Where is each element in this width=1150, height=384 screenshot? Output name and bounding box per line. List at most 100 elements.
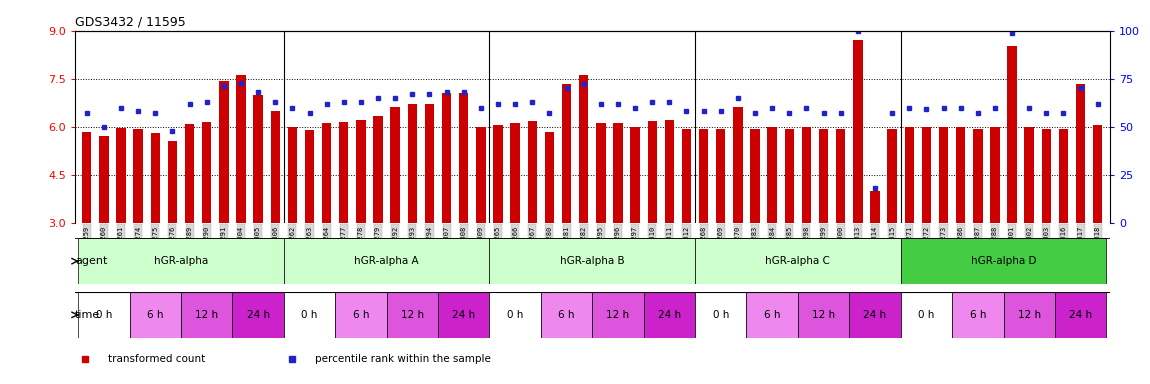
- Bar: [511, 123, 520, 223]
- Bar: [613, 123, 622, 223]
- Bar: [168, 141, 177, 223]
- Bar: [284, 292, 335, 338]
- Text: 6 h: 6 h: [353, 310, 369, 320]
- Bar: [438, 292, 490, 338]
- Text: 12 h: 12 h: [812, 310, 835, 320]
- Bar: [1025, 127, 1034, 223]
- Bar: [151, 133, 160, 223]
- Bar: [1004, 292, 1055, 338]
- Bar: [647, 121, 657, 223]
- Bar: [716, 129, 726, 223]
- Bar: [853, 40, 862, 223]
- Bar: [695, 292, 746, 338]
- Text: 12 h: 12 h: [400, 310, 424, 320]
- Bar: [750, 129, 760, 223]
- Text: hGR-alpha B: hGR-alpha B: [560, 256, 624, 266]
- Text: time: time: [75, 310, 100, 320]
- Bar: [819, 129, 828, 223]
- Bar: [990, 127, 999, 223]
- Bar: [900, 292, 952, 338]
- Text: hGR-alpha A: hGR-alpha A: [354, 256, 419, 266]
- Bar: [442, 93, 451, 223]
- Text: 12 h: 12 h: [606, 310, 629, 320]
- Text: 6 h: 6 h: [764, 310, 781, 320]
- Text: 24 h: 24 h: [658, 310, 681, 320]
- Bar: [802, 127, 811, 223]
- Bar: [1059, 129, 1068, 223]
- Bar: [952, 292, 1004, 338]
- Bar: [407, 104, 417, 223]
- Bar: [476, 127, 485, 223]
- Bar: [836, 129, 845, 223]
- Bar: [956, 127, 965, 223]
- Bar: [232, 292, 284, 338]
- Bar: [562, 84, 572, 223]
- Bar: [1076, 84, 1086, 223]
- Bar: [116, 128, 125, 223]
- Text: 0 h: 0 h: [507, 310, 523, 320]
- Text: 0 h: 0 h: [301, 310, 317, 320]
- Bar: [253, 95, 263, 223]
- Bar: [391, 107, 400, 223]
- Bar: [356, 120, 366, 223]
- Text: percentile rank within the sample: percentile rank within the sample: [315, 354, 491, 364]
- Bar: [798, 292, 850, 338]
- Bar: [973, 129, 982, 223]
- Bar: [592, 292, 644, 338]
- Bar: [181, 292, 232, 338]
- Text: 24 h: 24 h: [246, 310, 269, 320]
- Bar: [490, 292, 540, 338]
- Bar: [784, 129, 794, 223]
- Text: 0 h: 0 h: [918, 310, 935, 320]
- Bar: [322, 123, 331, 223]
- Text: 24 h: 24 h: [1070, 310, 1092, 320]
- Bar: [133, 129, 143, 223]
- Bar: [78, 292, 130, 338]
- Text: 0 h: 0 h: [713, 310, 729, 320]
- Bar: [78, 238, 284, 284]
- Bar: [374, 116, 383, 223]
- Bar: [888, 129, 897, 223]
- Bar: [270, 111, 279, 223]
- Bar: [1092, 125, 1103, 223]
- Bar: [746, 292, 798, 338]
- Bar: [578, 75, 589, 223]
- Bar: [545, 132, 554, 223]
- Text: 24 h: 24 h: [452, 310, 475, 320]
- Text: agent: agent: [75, 256, 107, 266]
- Text: 12 h: 12 h: [1018, 310, 1041, 320]
- Text: 24 h: 24 h: [864, 310, 887, 320]
- Text: hGR-alpha D: hGR-alpha D: [971, 256, 1036, 266]
- Text: 6 h: 6 h: [147, 310, 163, 320]
- Bar: [1007, 46, 1017, 223]
- Bar: [202, 122, 212, 223]
- Bar: [871, 191, 880, 223]
- Bar: [335, 292, 386, 338]
- Text: hGR-alpha C: hGR-alpha C: [766, 256, 830, 266]
- Bar: [767, 127, 777, 223]
- Text: 6 h: 6 h: [558, 310, 575, 320]
- Bar: [938, 127, 949, 223]
- Text: 0 h: 0 h: [95, 310, 112, 320]
- Bar: [921, 127, 932, 223]
- Bar: [665, 120, 674, 223]
- Bar: [596, 123, 606, 223]
- Bar: [850, 292, 900, 338]
- Bar: [386, 292, 438, 338]
- Text: GDS3432 / 11595: GDS3432 / 11595: [75, 15, 185, 28]
- Bar: [130, 292, 181, 338]
- Bar: [644, 292, 695, 338]
- Bar: [1042, 129, 1051, 223]
- Bar: [339, 122, 348, 223]
- Bar: [630, 127, 639, 223]
- Bar: [682, 129, 691, 223]
- Bar: [305, 130, 314, 223]
- Bar: [459, 93, 468, 223]
- Bar: [734, 107, 743, 223]
- Bar: [424, 104, 435, 223]
- Bar: [236, 75, 246, 223]
- Bar: [220, 81, 229, 223]
- Bar: [900, 238, 1106, 284]
- Bar: [82, 132, 92, 223]
- Text: 12 h: 12 h: [196, 310, 218, 320]
